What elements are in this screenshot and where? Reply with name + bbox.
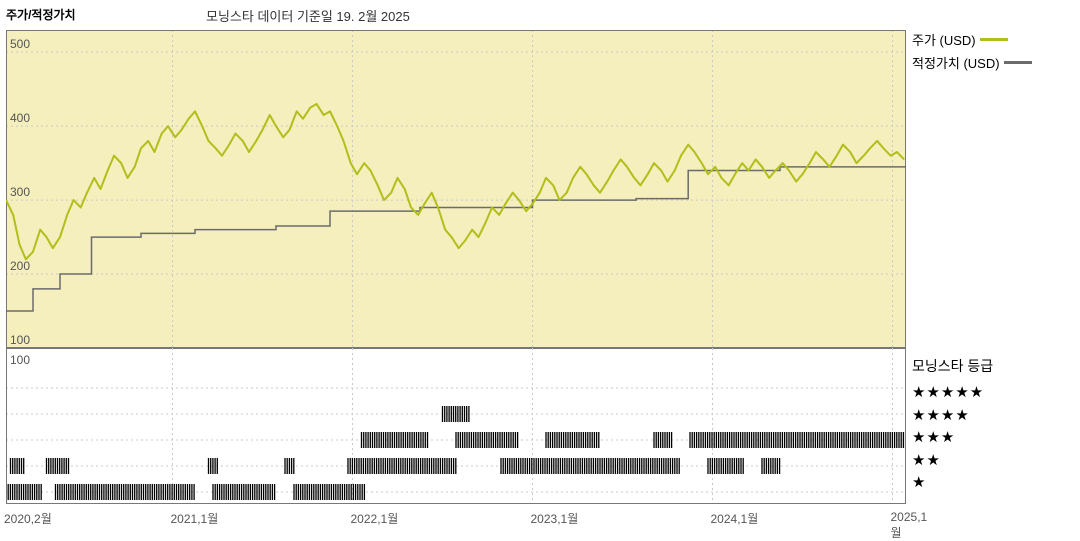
star-rows: ★★★★★★★★★★★★★★★ bbox=[912, 382, 1072, 495]
chart-subtitle: 모닝스타 데이터 기준일 19. 2월 2025 bbox=[206, 6, 410, 25]
rating-chart: 100 bbox=[6, 348, 906, 504]
title-row: 주가/적정가치 모닝스타 데이터 기준일 19. 2월 2025 bbox=[6, 6, 1074, 26]
chart-title: 주가/적정가치 bbox=[6, 6, 76, 23]
chart-container: 주가/적정가치 모닝스타 데이터 기준일 19. 2월 2025 100 200 3… bbox=[0, 0, 1080, 540]
legend-item-fair: 적정가치 (USD) bbox=[912, 53, 1072, 72]
svg-text:400: 400 bbox=[10, 111, 30, 125]
svg-text:100: 100 bbox=[10, 353, 30, 367]
legend-label-fair: 적정가치 (USD) bbox=[912, 53, 1000, 72]
rating-legend-title: 모닝스타 등급 bbox=[912, 356, 1072, 376]
star-row-5: ★★★★★ bbox=[912, 382, 1072, 405]
x-axis-labels: 2020,2월2021,1월2022,1월2023,1월2024,1월2025,… bbox=[6, 510, 906, 528]
x-tick-label: 2023,1월 bbox=[531, 510, 579, 527]
star-row-3: ★★★ bbox=[912, 427, 1072, 450]
x-tick-label: 2021,1월 bbox=[171, 510, 219, 527]
x-tick-label: 2020,2월 bbox=[4, 510, 52, 527]
svg-text:200: 200 bbox=[10, 259, 30, 273]
x-tick-label: 2022,1월 bbox=[351, 510, 399, 527]
legend-swatch-fair bbox=[1004, 61, 1032, 64]
x-tick-label: 2024,1월 bbox=[711, 510, 759, 527]
price-legend: 주가 (USD) 적정가치 (USD) bbox=[912, 30, 1072, 76]
legend-swatch-price bbox=[980, 38, 1008, 41]
x-tick-label: 2025,1월 bbox=[891, 510, 928, 541]
svg-text:100: 100 bbox=[10, 333, 30, 347]
legend-item-price: 주가 (USD) bbox=[912, 30, 1072, 49]
svg-text:500: 500 bbox=[10, 37, 30, 51]
legend-label-price: 주가 (USD) bbox=[912, 30, 976, 49]
svg-text:300: 300 bbox=[10, 185, 30, 199]
star-row-2: ★★ bbox=[912, 450, 1072, 473]
rating-legend: 모닝스타 등급 ★★★★★★★★★★★★★★★ bbox=[912, 356, 1072, 495]
rating-chart-svg: 100 bbox=[6, 348, 906, 504]
star-row-4: ★★★★ bbox=[912, 405, 1072, 428]
price-chart: 100 200 300 400 500 bbox=[6, 30, 906, 348]
star-row-1: ★ bbox=[912, 472, 1072, 495]
price-chart-svg: 100 200 300 400 500 bbox=[6, 30, 906, 348]
